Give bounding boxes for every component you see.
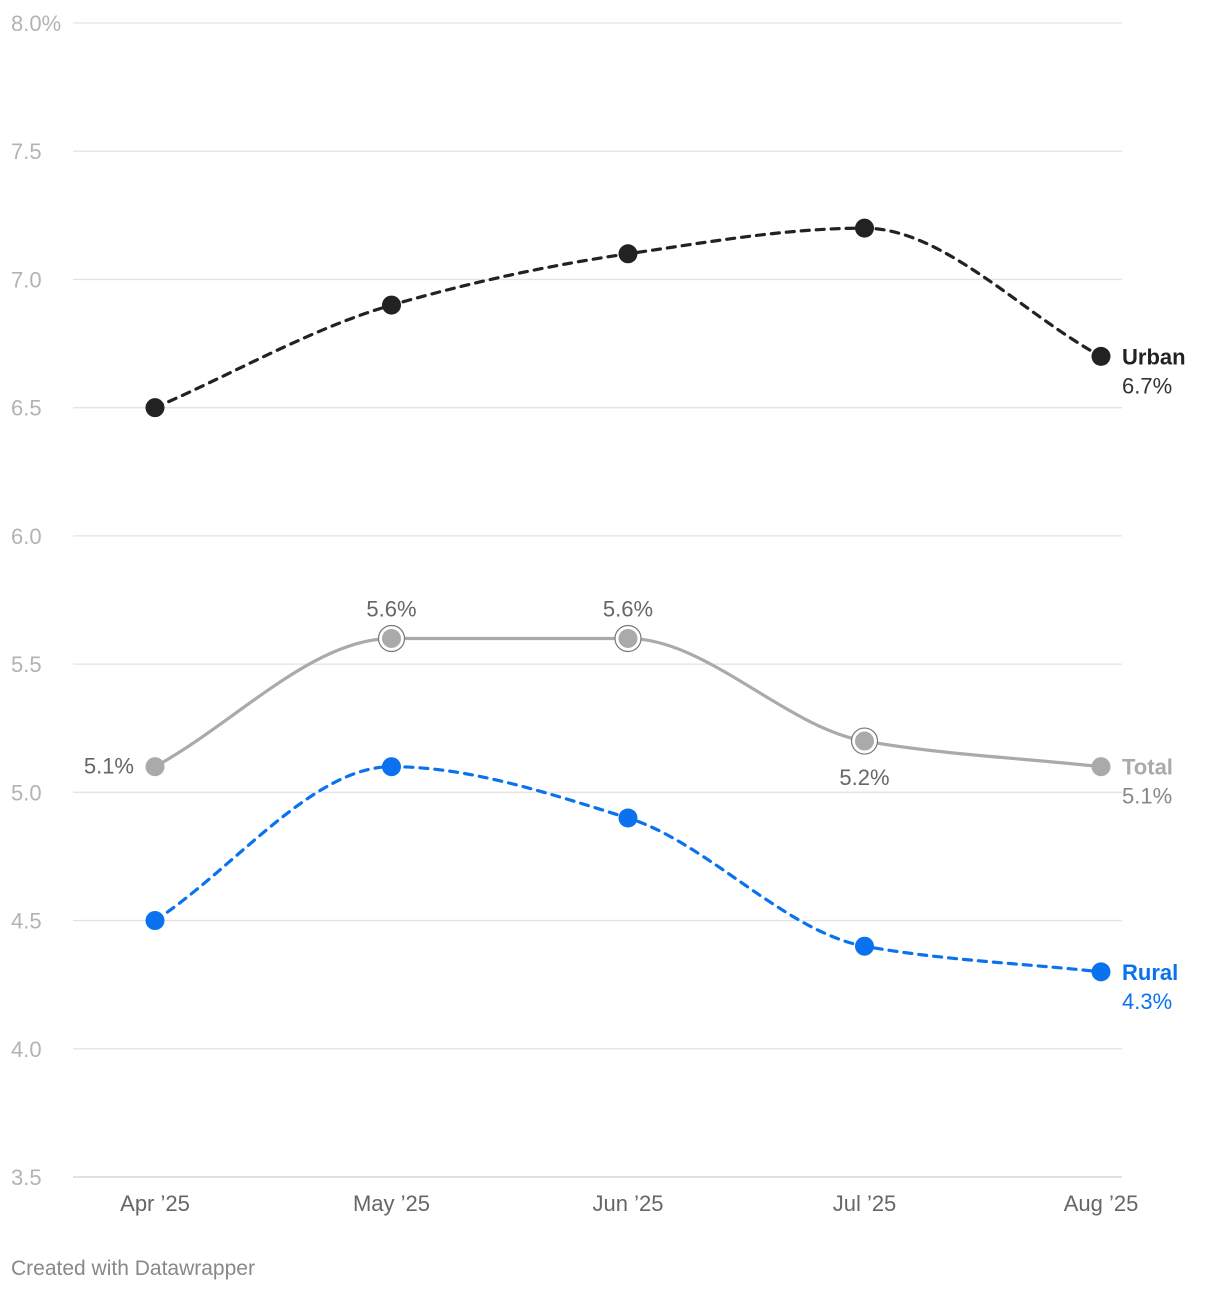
series-name-urban: Urban [1122, 344, 1186, 369]
gridlines [73, 22, 1122, 1178]
data-point-total-4 [1091, 757, 1111, 777]
data-point-urban-4 [1091, 346, 1111, 366]
series-end-value-total: 5.1% [1122, 784, 1172, 809]
point-label-total-2: 5.6% [603, 596, 653, 621]
data-point-rural-1 [382, 757, 401, 777]
data-point-rural-4 [1091, 962, 1111, 982]
y-tick-label-5-5: 5.5 [11, 652, 42, 677]
data-point-urban-3 [855, 218, 874, 238]
x-tick-label-jul-25: Jul ’25 [833, 1191, 897, 1216]
point-label-total-1: 5.6% [366, 596, 416, 621]
y-tick-label-6-5: 6.5 [11, 396, 42, 421]
y-tick-label-4-0: 4.0 [11, 1037, 42, 1062]
y-tick-label-8-0: 8.0% [11, 11, 61, 36]
x-tick-label-may-25: May ’25 [353, 1191, 430, 1216]
data-point-urban-2 [618, 244, 638, 264]
y-tick-label-6-0: 6.0 [11, 524, 42, 549]
data-point-rural-3 [855, 936, 874, 956]
series-points [145, 218, 1111, 982]
data-point-total-1 [382, 628, 401, 648]
point-label-total-0: 5.1% [84, 754, 134, 779]
y-axis-ticks: 8.0% 7.5 7.0 6.5 6.0 5.5 5.0 4.5 4.0 3.5 [11, 11, 61, 1190]
series-end-value-rural: 4.3% [1122, 989, 1172, 1014]
data-point-urban-1 [382, 295, 401, 315]
data-point-urban-0 [145, 398, 165, 418]
x-tick-label-jun-25: Jun ’25 [593, 1191, 664, 1216]
y-tick-label-3-5: 3.5 [11, 1165, 42, 1190]
credit-footer: Created with Datawrapper [11, 1257, 255, 1280]
series-name-rural: Rural [1122, 960, 1178, 985]
point-label-total-3: 5.2% [839, 765, 889, 790]
series-line-rural [153, 765, 1103, 974]
x-tick-label-apr-25: Apr ’25 [120, 1191, 190, 1216]
y-tick-label-7-0: 7.0 [11, 267, 42, 292]
series-name-total: Total [1122, 755, 1173, 780]
series-end-value-urban: 6.7% [1122, 373, 1172, 398]
y-tick-label-4-5: 4.5 [11, 909, 42, 934]
y-tick-label-7-5: 7.5 [11, 139, 42, 164]
x-axis-ticks: Apr ’25 May ’25 Jun ’25 Jul ’25 Aug ’25 [120, 1191, 1138, 1216]
data-point-total-2 [618, 628, 638, 648]
data-point-rural-0 [145, 911, 165, 931]
series-labels: Urban 6.7% 5.1% 5.6% 5.6% 5.2% Total 5.1% Rural 4… [84, 344, 1186, 1013]
data-point-rural-2 [618, 808, 638, 828]
x-tick-label-aug-25: Aug ’25 [1064, 1191, 1139, 1216]
data-point-total-3 [855, 731, 874, 751]
y-tick-label-5-0: 5.0 [11, 780, 42, 805]
data-point-total-0 [145, 757, 165, 777]
series-line-total [153, 636, 1103, 769]
